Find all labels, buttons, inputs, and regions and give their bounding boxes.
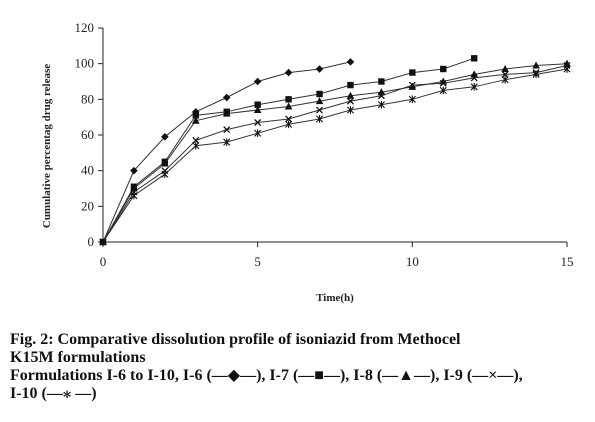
data-point-i-10 — [161, 170, 169, 179]
data-point-i-8 — [315, 97, 324, 105]
caption-line-3: Formulations I-6 to I-10, I-6 (—◆—), I-7… — [10, 367, 523, 384]
data-point-i-6 — [253, 77, 262, 86]
data-point-i-9 — [408, 81, 416, 89]
series-line-i-8 — [102, 63, 568, 243]
data-point-i-7 — [471, 55, 478, 62]
x-tick-label: 5 — [254, 254, 261, 269]
series-i-10 — [99, 65, 571, 246]
data-point-i-7 — [285, 96, 292, 103]
caption-line-4: I-10 (—⁎ —) — [10, 385, 97, 402]
data-point-i-10 — [130, 191, 138, 200]
data-point-i-7 — [316, 90, 323, 98]
y-tick-label: 40 — [81, 163, 94, 178]
series-line-i-6 — [102, 61, 351, 243]
data-point-i-10 — [223, 138, 231, 146]
data-point-i-10 — [192, 141, 200, 150]
data-point-i-10 — [99, 238, 107, 246]
x-tick-label: 0 — [100, 254, 107, 269]
x-tick-label: 10 — [406, 254, 419, 269]
caption-line-1: Fig. 2: Comparative dissolution profile … — [10, 331, 461, 348]
data-point-i-7 — [192, 112, 199, 119]
data-point-i-6 — [130, 166, 138, 175]
data-point-i-7 — [254, 101, 261, 108]
dissolution-chart: 0 20 40 60 80 100 120 0 5 10 15 Cumulative percent… — [41, 20, 574, 304]
data-point-i-9 — [192, 136, 200, 144]
data-point-i-10 — [346, 106, 355, 114]
data-point-i-9 — [285, 115, 293, 123]
series-i-8 — [99, 59, 571, 245]
data-point-i-6 — [222, 93, 231, 102]
figure-caption: Fig. 2: Comparative dissolution profile … — [10, 331, 595, 403]
chart-axes: 0 20 40 60 80 100 120 0 5 10 15 — [75, 20, 574, 269]
data-point-i-9 — [223, 126, 231, 134]
data-point-i-9 — [470, 74, 478, 82]
data-point-i-10 — [377, 100, 385, 109]
data-point-i-7 — [378, 78, 385, 85]
series-i-6 — [99, 58, 355, 246]
data-point-i-10 — [315, 115, 324, 123]
data-point-i-10 — [285, 120, 293, 129]
data-point-i-9 — [347, 97, 354, 105]
x-axis-label: Time(h) — [316, 292, 354, 304]
y-tick-label: 80 — [81, 91, 94, 106]
data-point-i-6 — [284, 68, 293, 77]
data-point-i-10 — [254, 129, 262, 138]
y-tick-label: 60 — [81, 127, 94, 142]
data-point-i-8 — [192, 116, 200, 124]
y-tick-label: 120 — [75, 20, 95, 35]
data-point-i-8 — [501, 65, 509, 73]
chart-series-layer — [99, 55, 571, 246]
data-point-i-10 — [408, 95, 416, 104]
data-point-i-8 — [222, 109, 231, 117]
data-point-i-10 — [532, 70, 540, 79]
data-point-i-8 — [284, 102, 293, 110]
data-point-i-8 — [532, 61, 540, 69]
data-point-i-6 — [346, 58, 355, 66]
data-point-i-10 — [501, 75, 509, 84]
caption-line-2: K15M formulations — [10, 349, 146, 366]
data-point-i-9 — [377, 92, 385, 100]
y-tick-label: 0 — [88, 234, 95, 249]
data-point-i-10 — [563, 65, 571, 73]
data-point-i-8 — [346, 91, 355, 99]
data-point-i-9 — [501, 70, 509, 78]
data-point-i-8 — [253, 106, 262, 114]
y-axis-label: Cumulative percentag drug release — [41, 64, 53, 228]
data-point-i-9 — [316, 106, 323, 114]
data-point-i-7 — [409, 69, 416, 76]
data-point-i-10 — [439, 86, 447, 95]
data-point-i-10 — [470, 83, 478, 91]
y-tick-label: 100 — [75, 56, 95, 71]
series-i-7 — [99, 55, 478, 246]
data-point-i-8 — [563, 59, 571, 67]
x-tick-label: 15 — [561, 254, 574, 269]
series-line-i-9 — [102, 65, 568, 243]
data-point-i-9 — [254, 119, 262, 126]
y-tick-label: 20 — [81, 198, 94, 213]
data-point-i-6 — [161, 132, 169, 141]
data-point-i-6 — [315, 65, 324, 73]
series-line-i-10 — [102, 68, 568, 243]
data-point-i-7 — [440, 65, 447, 73]
data-point-i-8 — [161, 159, 169, 167]
data-point-i-6 — [192, 108, 200, 116]
data-point-i-8 — [408, 82, 417, 90]
data-point-i-7 — [347, 81, 354, 89]
data-point-i-9 — [439, 79, 447, 87]
